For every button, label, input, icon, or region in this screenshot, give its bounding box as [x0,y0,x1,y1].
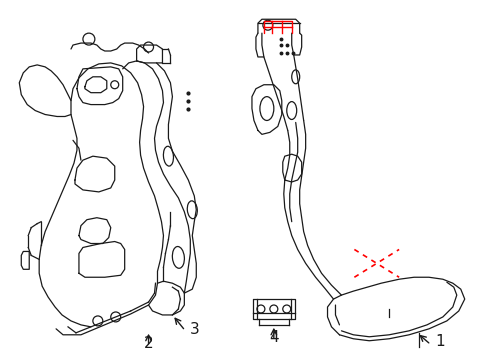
Text: 3: 3 [190,322,200,337]
Text: 2: 2 [143,336,153,351]
Text: 1: 1 [434,334,444,349]
Text: 4: 4 [268,330,278,345]
